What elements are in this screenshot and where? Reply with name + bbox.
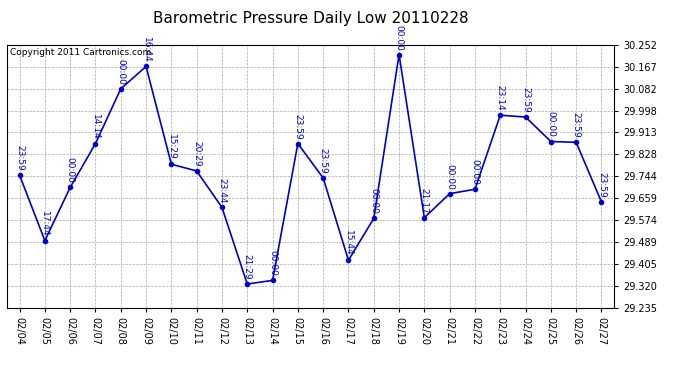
Text: 17:44: 17:44 bbox=[40, 211, 50, 237]
Text: 23:59: 23:59 bbox=[521, 87, 530, 113]
Text: 23:59: 23:59 bbox=[571, 112, 581, 138]
Text: 15:44: 15:44 bbox=[344, 231, 353, 256]
Text: 20:29: 20:29 bbox=[192, 141, 201, 167]
Text: Barometric Pressure Daily Low 20110228: Barometric Pressure Daily Low 20110228 bbox=[152, 11, 469, 26]
Text: 00:00: 00:00 bbox=[471, 159, 480, 185]
Text: 23:59: 23:59 bbox=[15, 145, 24, 171]
Text: 00:00: 00:00 bbox=[116, 59, 126, 85]
Text: 00:00: 00:00 bbox=[395, 24, 404, 50]
Text: 21:29: 21:29 bbox=[243, 254, 252, 280]
Text: 15:29: 15:29 bbox=[167, 134, 176, 160]
Text: 23:44: 23:44 bbox=[217, 178, 226, 203]
Text: 14:14: 14:14 bbox=[91, 114, 100, 140]
Text: 23:59: 23:59 bbox=[293, 114, 302, 140]
Text: 00:00: 00:00 bbox=[268, 251, 277, 276]
Text: 00:00: 00:00 bbox=[66, 158, 75, 183]
Text: 23:59: 23:59 bbox=[597, 172, 606, 198]
Text: 16:44: 16:44 bbox=[141, 37, 150, 62]
Text: 21:17: 21:17 bbox=[420, 188, 429, 213]
Text: 00:00: 00:00 bbox=[546, 111, 555, 137]
Text: Copyright 2011 Cartronics.com: Copyright 2011 Cartronics.com bbox=[10, 48, 151, 57]
Text: 23:59: 23:59 bbox=[319, 148, 328, 174]
Text: 00:00: 00:00 bbox=[445, 164, 454, 189]
Text: 00:00: 00:00 bbox=[369, 188, 378, 214]
Text: 23:14: 23:14 bbox=[495, 86, 505, 111]
